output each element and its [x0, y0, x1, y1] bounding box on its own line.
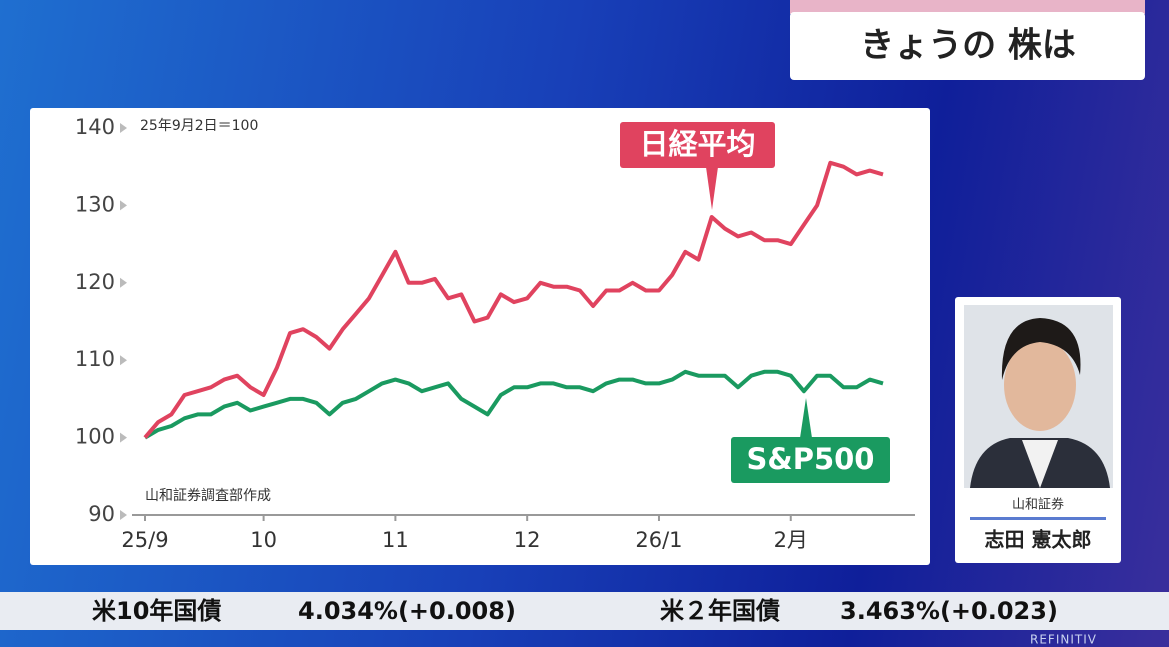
y-tick-label: 120 [75, 270, 115, 294]
y-tick [120, 200, 127, 211]
photo-shirt [1022, 440, 1058, 488]
photo-hair [1001, 318, 1081, 380]
x-tick-label: 12 [514, 528, 541, 552]
legend-label: S&P500 [747, 442, 875, 476]
x-tick-label: 25/9 [121, 528, 168, 552]
line [143, 369, 884, 440]
legend-label: 日経平均 [639, 127, 755, 161]
y-tick-label: 90 [88, 502, 115, 526]
legend-pointer [800, 398, 812, 438]
y-tick-label: 140 [75, 115, 115, 139]
y-tick [120, 432, 127, 443]
y-tick-label: 130 [75, 192, 115, 216]
x-tick-label: 26/1 [635, 528, 682, 552]
x-tick-label: 11 [382, 528, 409, 552]
photo-face [1004, 339, 1076, 431]
y-tick-label: 110 [75, 347, 115, 371]
title-strip [790, 0, 1145, 14]
ticker-bar [0, 592, 1169, 630]
legend-box [731, 437, 890, 483]
presenter-name: 志田 憲太郎 [985, 528, 1092, 552]
brand: REFINITIV [1030, 633, 1097, 647]
ticker-name: 米10年国債 [92, 597, 221, 625]
chart-panel [30, 108, 930, 565]
ticker-value: 4.034%(+0.008) [298, 597, 516, 625]
ticker-value: 3.463%(+0.023) [840, 597, 1058, 625]
presenter-company: 山和証券 [1012, 497, 1064, 513]
y-tick [120, 123, 127, 133]
chart: 90 100 110 120 130 140 25/9 10 11 12 26/1 2月 日経平均 S&P… [75, 115, 915, 552]
y-tick [120, 277, 127, 288]
x-tick-label: 10 [250, 528, 277, 552]
y-tick [120, 355, 127, 366]
ticker-name: 米２年国債 [660, 597, 780, 625]
y-tick-label: 100 [75, 425, 115, 449]
line [143, 160, 884, 439]
title: きょうの 株は [860, 26, 1076, 66]
chart-note: 25年9月2日＝100 [140, 118, 258, 134]
chart-source: 山和証券調査部作成 [145, 488, 271, 504]
x-tick-label: 2月 [774, 528, 808, 552]
legend-box [620, 122, 775, 168]
presenter-rule [970, 517, 1106, 520]
y-tick [120, 510, 127, 520]
title-box [790, 12, 1145, 80]
legend-pointer [706, 167, 718, 210]
